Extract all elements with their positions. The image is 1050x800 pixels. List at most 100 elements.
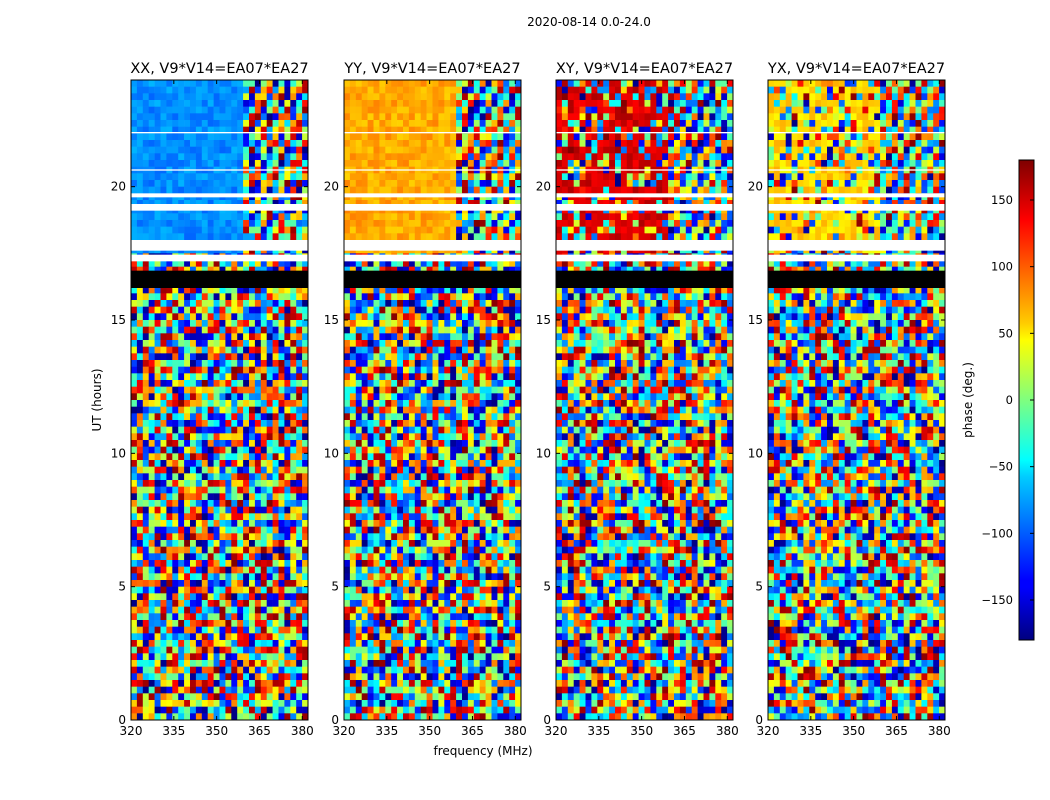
heatmap-cell bbox=[225, 533, 232, 541]
heatmap-cell bbox=[225, 566, 232, 574]
heatmap-cell bbox=[243, 520, 250, 527]
heatmap-cell bbox=[479, 186, 486, 194]
heatmap-cell bbox=[344, 126, 351, 134]
heatmap-cell bbox=[344, 80, 351, 87]
heatmap-cell bbox=[266, 466, 273, 474]
heatmap-cell bbox=[243, 120, 250, 127]
heatmap-cell bbox=[420, 260, 427, 267]
heatmap-cell bbox=[509, 120, 516, 127]
heatmap-cell bbox=[385, 186, 392, 194]
heatmap-cell bbox=[302, 660, 309, 667]
heatmap-cell bbox=[444, 140, 451, 147]
heatmap-cell bbox=[515, 113, 522, 121]
heatmap-cell bbox=[142, 413, 149, 421]
heatmap-cell bbox=[254, 106, 262, 114]
heatmap-cell bbox=[178, 500, 185, 507]
heatmap-cell bbox=[231, 660, 238, 667]
heatmap-cell bbox=[432, 380, 439, 387]
heatmap-cell bbox=[154, 400, 161, 407]
heatmap-cell bbox=[432, 113, 439, 121]
heatmap-cell bbox=[408, 80, 416, 87]
heatmap-cell bbox=[136, 613, 144, 621]
heatmap-cell bbox=[444, 466, 451, 474]
heatmap-cell bbox=[225, 220, 232, 227]
heatmap-cell bbox=[302, 546, 309, 554]
heatmap-cell bbox=[473, 493, 480, 501]
heatmap-cell bbox=[237, 526, 244, 534]
heatmap-cell bbox=[373, 200, 380, 207]
heatmap-cell bbox=[290, 220, 297, 227]
heatmap-cell bbox=[195, 566, 203, 574]
heatmap-cell bbox=[290, 380, 297, 387]
heatmap-cell bbox=[184, 586, 191, 594]
heatmap-cell bbox=[225, 413, 232, 421]
heatmap-cell bbox=[201, 566, 208, 574]
heatmap-cell bbox=[385, 493, 392, 501]
heatmap-cell bbox=[408, 486, 416, 494]
heatmap-cell bbox=[154, 100, 161, 107]
heatmap-cell bbox=[515, 393, 522, 401]
heatmap-cell bbox=[438, 266, 445, 274]
heatmap-cell bbox=[178, 360, 185, 367]
heatmap-cell bbox=[462, 473, 469, 481]
heatmap-cell bbox=[136, 500, 144, 507]
heatmap-cell bbox=[302, 333, 309, 341]
heatmap-cell bbox=[142, 173, 149, 181]
heatmap-cell bbox=[243, 300, 250, 307]
heatmap-cell bbox=[302, 586, 309, 594]
heatmap-cell bbox=[485, 466, 492, 474]
heatmap-cell bbox=[190, 360, 197, 367]
heatmap-cell bbox=[367, 366, 374, 374]
heatmap-cell bbox=[397, 526, 404, 534]
heatmap-cell bbox=[296, 440, 303, 447]
heatmap-cell bbox=[408, 446, 416, 454]
heatmap-cell bbox=[131, 486, 138, 494]
heatmap-cell bbox=[131, 200, 138, 207]
heatmap-cell bbox=[467, 533, 475, 541]
heatmap-cell bbox=[278, 173, 285, 181]
heatmap-cell bbox=[278, 713, 285, 721]
heatmap-cell bbox=[272, 320, 279, 327]
heatmap-cell bbox=[243, 593, 250, 601]
heatmap-cell bbox=[509, 260, 516, 267]
heatmap-cell bbox=[201, 533, 208, 541]
heatmap-cell bbox=[278, 393, 285, 401]
heatmap-cell bbox=[355, 313, 362, 321]
heatmap-cell bbox=[385, 393, 392, 401]
heatmap-cell bbox=[219, 346, 226, 354]
heatmap-cell bbox=[166, 440, 173, 447]
heatmap-cell bbox=[426, 120, 433, 127]
heatmap-cell bbox=[349, 440, 357, 447]
heatmap-cell bbox=[166, 480, 173, 487]
heatmap-cell bbox=[148, 566, 155, 574]
x-tick-label: 365 bbox=[248, 724, 271, 738]
heatmap-cell bbox=[219, 666, 226, 674]
heatmap-cell bbox=[243, 360, 250, 367]
heatmap-cell bbox=[349, 500, 357, 507]
heatmap-cell bbox=[219, 366, 226, 374]
heatmap-cell bbox=[344, 186, 351, 194]
heatmap-cell bbox=[361, 466, 368, 474]
heatmap-cell bbox=[260, 133, 267, 141]
heatmap-cell bbox=[272, 653, 279, 661]
heatmap-cell bbox=[444, 440, 451, 447]
heatmap-cell bbox=[296, 360, 303, 367]
heatmap-cell bbox=[243, 346, 250, 354]
heatmap-cell bbox=[178, 440, 185, 447]
heatmap-cell bbox=[207, 186, 214, 194]
heatmap-cell bbox=[432, 493, 439, 501]
heatmap-cell bbox=[361, 413, 368, 421]
heatmap-cell bbox=[260, 186, 267, 194]
heatmap-cell bbox=[172, 506, 179, 514]
heatmap-cell bbox=[243, 586, 250, 594]
heatmap-cell bbox=[403, 440, 410, 447]
heatmap-cell bbox=[172, 433, 179, 441]
heatmap-cell bbox=[467, 140, 475, 147]
heatmap-cell bbox=[231, 600, 238, 607]
heatmap-cell bbox=[237, 260, 244, 267]
heatmap-cell bbox=[178, 300, 185, 307]
heatmap-cell bbox=[231, 446, 238, 454]
heatmap-cell bbox=[201, 433, 208, 441]
heatmap-cell bbox=[373, 306, 380, 314]
heatmap-cell bbox=[249, 560, 256, 567]
